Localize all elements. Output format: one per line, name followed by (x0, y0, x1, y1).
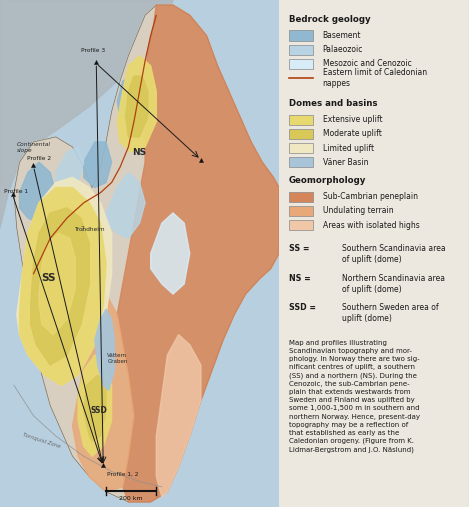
Text: Bedrock geology: Bedrock geology (288, 15, 370, 24)
Bar (288, 220, 313, 230)
Text: Moderate uplift: Moderate uplift (323, 129, 382, 138)
Text: Vättern
Graben: Vättern Graben (107, 353, 128, 364)
Text: Domes and basins: Domes and basins (288, 99, 377, 108)
Polygon shape (14, 5, 279, 502)
Bar (288, 192, 313, 202)
Polygon shape (83, 142, 112, 188)
Polygon shape (151, 213, 190, 294)
Text: Tornquist Zone: Tornquist Zone (23, 433, 61, 450)
Text: Profile 1: Profile 1 (4, 189, 28, 194)
Text: Profile 3: Profile 3 (82, 48, 106, 53)
Text: Profile 1, 2: Profile 1, 2 (107, 472, 139, 477)
Text: Southern Scandinavia area
of uplift (dome): Southern Scandinavia area of uplift (dom… (342, 244, 446, 265)
Text: Profile 2: Profile 2 (27, 156, 51, 161)
Text: NS: NS (132, 148, 147, 157)
Bar (288, 59, 313, 69)
Polygon shape (117, 76, 139, 117)
Polygon shape (78, 355, 112, 456)
Polygon shape (0, 0, 173, 228)
Text: Mesozoic and Cenozoic: Mesozoic and Cenozoic (323, 59, 411, 68)
Text: Southern Sweden area of
uplift (dome): Southern Sweden area of uplift (dome) (342, 303, 439, 323)
Polygon shape (126, 76, 148, 137)
Polygon shape (20, 188, 106, 385)
Text: 200 km: 200 km (119, 496, 143, 501)
Text: Palaeozoic: Palaeozoic (323, 45, 363, 54)
Bar (288, 30, 313, 41)
Polygon shape (56, 147, 83, 188)
Text: NS =: NS = (288, 274, 310, 283)
Text: SSD =: SSD = (288, 303, 316, 312)
Polygon shape (156, 335, 201, 497)
Bar (288, 45, 313, 55)
Polygon shape (17, 177, 112, 385)
Polygon shape (117, 56, 156, 152)
Text: Basement: Basement (323, 31, 361, 40)
Text: Eastern limit of Caledonian
nappes: Eastern limit of Caledonian nappes (323, 68, 427, 88)
Bar (288, 129, 313, 139)
Polygon shape (30, 208, 89, 365)
Bar (288, 206, 313, 216)
Polygon shape (20, 162, 56, 223)
Text: Undulating terrain: Undulating terrain (323, 206, 393, 215)
Polygon shape (117, 5, 279, 502)
Polygon shape (95, 309, 114, 390)
Bar (288, 157, 313, 167)
Text: ?: ? (81, 226, 85, 232)
Polygon shape (0, 0, 279, 507)
Text: SS =: SS = (288, 244, 309, 254)
Text: Trondheim: Trondheim (74, 227, 105, 232)
Polygon shape (83, 375, 106, 441)
Text: Väner Basin: Väner Basin (323, 158, 368, 167)
Text: Continental
slope: Continental slope (17, 142, 51, 153)
Text: SSD: SSD (91, 406, 107, 415)
Text: Map and profiles illustrating
Scandinavian topography and mor-
phology. In Norwa: Map and profiles illustrating Scandinavi… (288, 340, 420, 453)
Bar (288, 143, 313, 153)
Text: SS: SS (42, 273, 56, 283)
Text: Sub-Cambrian peneplain: Sub-Cambrian peneplain (323, 192, 418, 201)
Polygon shape (73, 294, 134, 492)
Text: Limited uplift: Limited uplift (323, 143, 374, 153)
Bar (288, 115, 313, 125)
Polygon shape (106, 172, 145, 238)
Text: Areas with isolated highs: Areas with isolated highs (323, 221, 419, 230)
Text: Northern Scandinavia area
of uplift (dome): Northern Scandinavia area of uplift (dom… (342, 274, 445, 294)
Text: Extensive uplift: Extensive uplift (323, 115, 382, 124)
Text: Geomorphology: Geomorphology (288, 176, 366, 186)
Polygon shape (39, 233, 76, 335)
